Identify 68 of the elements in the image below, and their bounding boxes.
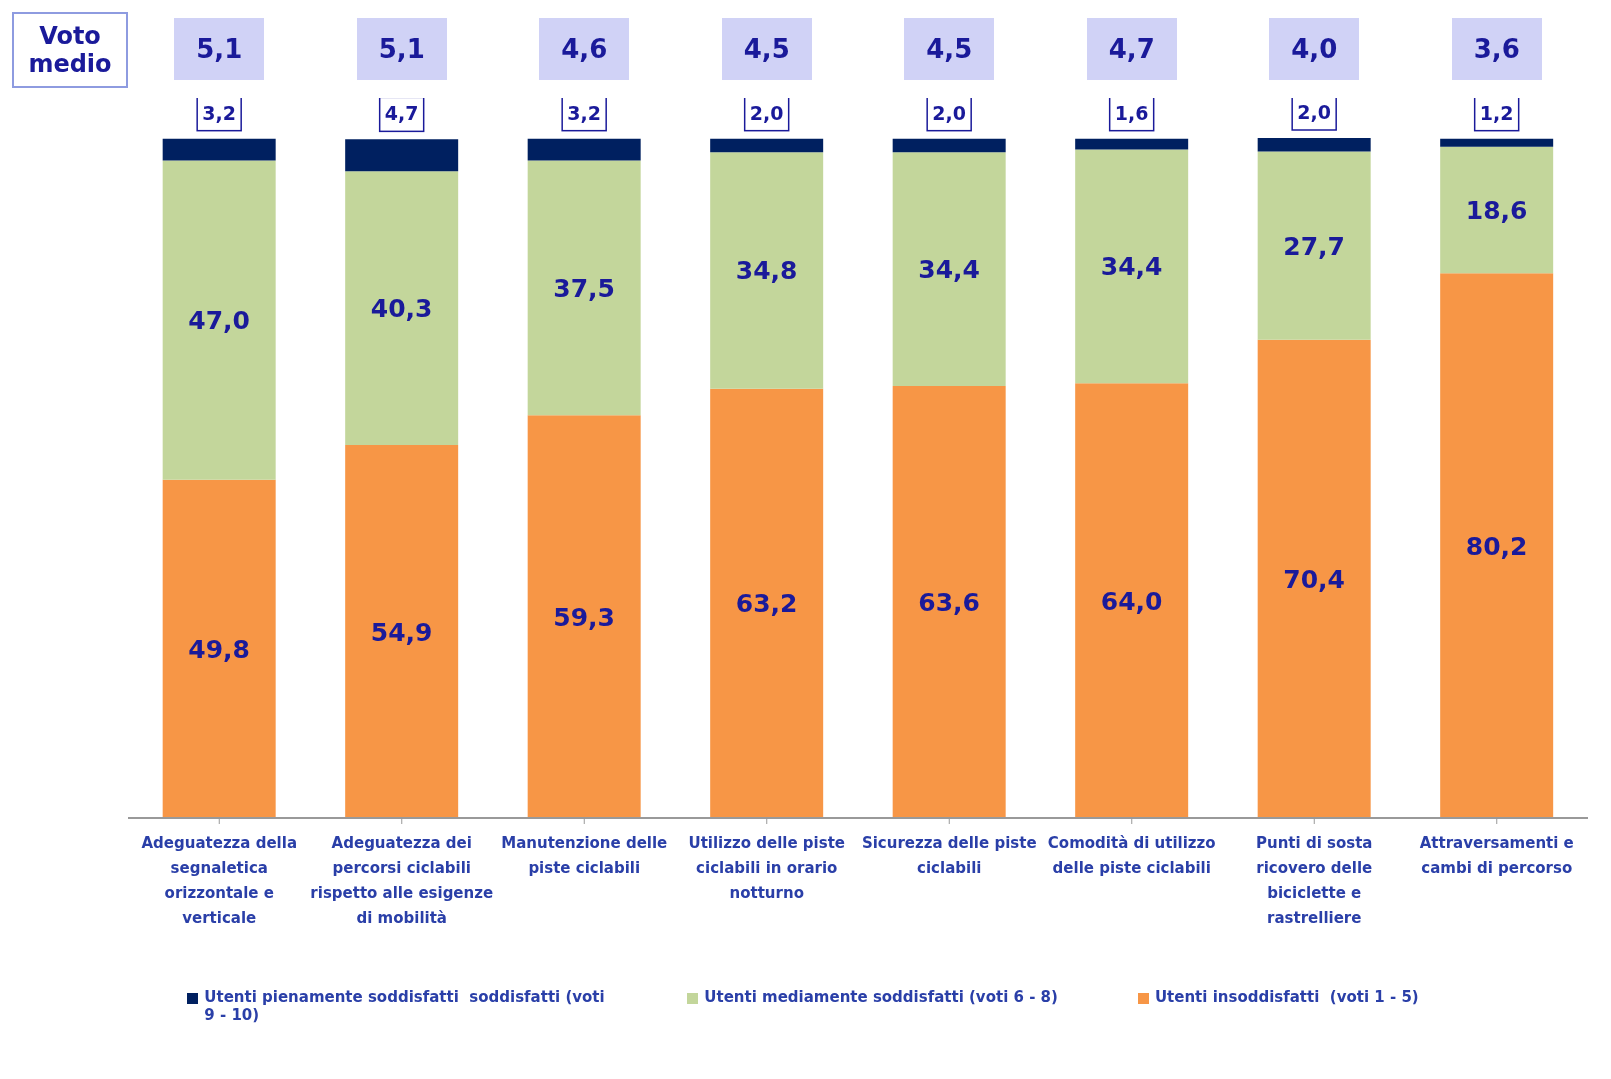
bar [162, 160, 276, 480]
data-label: 34,8 [735, 256, 798, 286]
bar [345, 171, 459, 446]
data-label: 2,0 [1297, 101, 1332, 123]
text: 5,1 [174, 18, 265, 80]
data-label: 3,2 [202, 101, 237, 124]
text: 4,5 [721, 18, 812, 80]
bar [527, 138, 641, 161]
data-label: 34,4 [1100, 252, 1163, 282]
text: 5,1 [356, 18, 447, 80]
x-tick-label: Manutenzione delle piste ciclabili [501, 834, 668, 877]
data-label: 64,0 [1100, 586, 1163, 616]
data-label: 70,4 [1283, 564, 1346, 594]
bar [1075, 138, 1189, 150]
bar [710, 388, 824, 818]
data-label: 49,8 [188, 634, 251, 664]
bar [162, 138, 276, 161]
data-label: 2,0 [932, 101, 967, 124]
x-tick-label: Punti di sosta ricovero delle biciclette e rastrelliere [1256, 834, 1373, 927]
bar [345, 139, 459, 172]
bar [1075, 383, 1189, 818]
bar [345, 445, 459, 818]
bar [710, 138, 824, 153]
bar [1075, 149, 1189, 384]
bar [1257, 138, 1371, 152]
data-label: 1,2 [1479, 101, 1514, 124]
data-label: 63,6 [918, 587, 981, 617]
data-label: 1,6 [1114, 101, 1149, 124]
legend-label: Utenti insoddisfatti (voti 1 - 5) [1154, 988, 1419, 1006]
bar [1440, 138, 1554, 147]
bar [162, 479, 276, 818]
bar [1440, 273, 1554, 818]
data-label: 3,2 [567, 101, 602, 124]
x-tick-label: Utilizzo delle piste ciclabili in orario notturno [688, 834, 846, 902]
bar [527, 415, 641, 818]
text: 3,6 [1451, 18, 1542, 80]
data-label: 40,3 [370, 294, 433, 324]
x-tick-label: Adeguatezza dei percorsi ciclabili rispetto alle esigenze di mobilità [310, 834, 494, 927]
data-label: 18,6 [1465, 196, 1528, 226]
text: 4,0 [1269, 18, 1360, 80]
data-label: 54,9 [370, 617, 433, 647]
data-label: 47,0 [188, 306, 251, 336]
data-label: 34,4 [918, 255, 981, 285]
x-tick-label: Adeguatezza della segnaletica orizzontale e verticale [141, 834, 298, 927]
data-label: 37,5 [553, 273, 616, 303]
data-label: 59,3 [553, 602, 616, 632]
legend-label: Utenti pienamente soddisfatti soddisfatti (voti 9 - 10) [204, 988, 606, 1024]
data-label: 2,0 [749, 101, 784, 124]
bar [1257, 339, 1371, 818]
bar [892, 152, 1006, 386]
bar [1440, 146, 1554, 274]
bar [1257, 151, 1371, 340]
text: 4,6 [539, 18, 630, 80]
bar [892, 385, 1006, 818]
data-label: 27,7 [1283, 231, 1346, 261]
text: 4,7 [1086, 18, 1177, 80]
legend-label: Utenti mediamente soddisfatti (voti 6 - 8) [704, 988, 1058, 1006]
text: 4,5 [904, 18, 995, 80]
bar [892, 138, 1006, 153]
x-tick-label: Attraversamenti e cambi di percorso [1419, 834, 1574, 877]
text: Voto medio [12, 12, 128, 88]
x-tick-label: Sicurezza delle piste ciclabili [861, 834, 1037, 877]
bar [527, 160, 641, 416]
bar [710, 152, 824, 389]
data-label: 4,7 [384, 102, 419, 125]
data-label: 80,2 [1465, 531, 1528, 561]
data-label: 63,2 [735, 589, 798, 619]
x-tick-label: Comodità di utilizzo delle piste ciclabili [1047, 834, 1216, 877]
